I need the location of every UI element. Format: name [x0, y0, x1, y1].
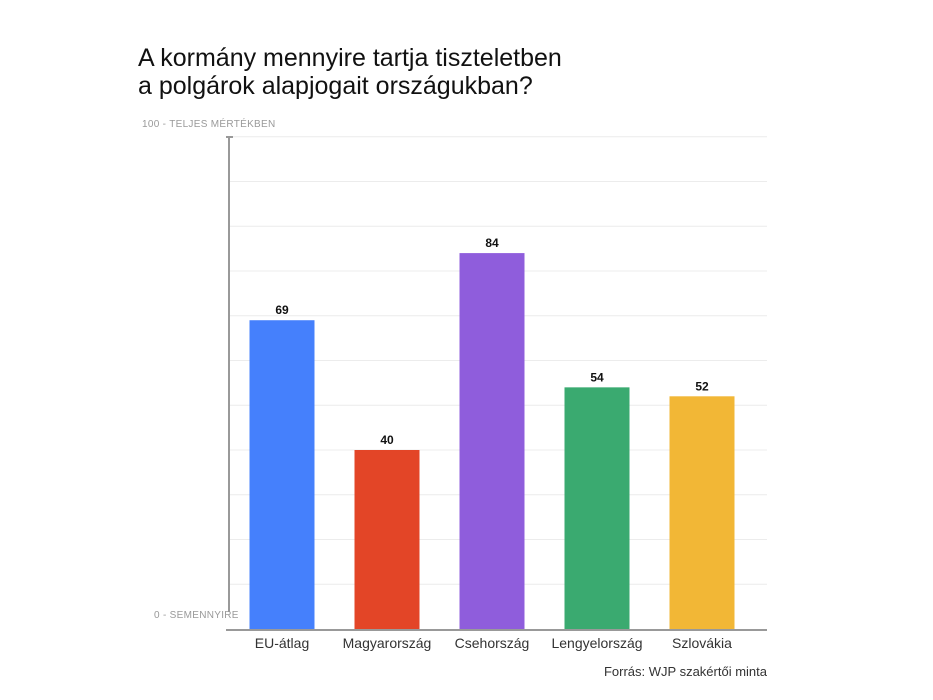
- data-label-1: 40: [380, 433, 394, 447]
- source-note: Forrás: WJP szakértői minta: [603, 664, 767, 679]
- data-label-0: 69: [275, 303, 289, 317]
- x-tick-label-4: Szlovákia: [672, 635, 732, 651]
- chart-title: A kormány mennyire tartja tiszteletben a…: [138, 44, 562, 100]
- bar-4: [669, 396, 735, 629]
- bar-2: [459, 253, 525, 629]
- title-line-2: a polgárok alapjogait országukban?: [138, 72, 533, 100]
- x-tick-label-2: Csehország: [455, 635, 530, 651]
- x-tick-label-3: Lengyelország: [551, 635, 642, 651]
- data-label-2: 84: [485, 236, 499, 250]
- title-line-1: A kormány mennyire tartja tiszteletben: [138, 44, 562, 72]
- y-top-label: 100 - TELJES MÉRTÉKBEN: [142, 117, 276, 130]
- bar-3: [564, 387, 630, 629]
- x-tick-label-1: Magyarország: [343, 635, 432, 651]
- data-label-4: 52: [695, 379, 709, 393]
- x-tick-label-0: EU-átlag: [255, 635, 309, 651]
- bar-0: [249, 320, 315, 629]
- data-label-3: 54: [590, 370, 604, 384]
- bar-1: [354, 450, 420, 629]
- y-bottom-label: 0 - SEMENNYIRE: [154, 610, 239, 621]
